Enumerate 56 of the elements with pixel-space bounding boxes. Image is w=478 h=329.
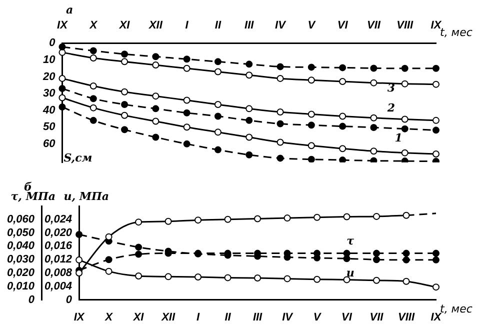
y-tick-label: 0,004	[44, 280, 72, 292]
annotation: u	[346, 266, 354, 280]
x-tick-label: V	[313, 311, 322, 324]
y2-tick-label: 0,060	[6, 213, 36, 226]
y-tick-label: 0,008	[44, 267, 73, 280]
x-tick-label: IV	[282, 311, 294, 324]
x-tick-label: VI	[337, 20, 349, 32]
y2-tick-label: 0,020	[6, 267, 36, 280]
x-tick-label: IX	[430, 20, 442, 32]
y2-tick-label: 0,040	[6, 240, 36, 252]
x-tick-label: VIII	[398, 311, 416, 324]
y2-tick-label: 0	[28, 294, 36, 306]
x-tick-label: II	[214, 20, 222, 32]
x-tick-label: VI	[342, 311, 353, 324]
y-tick-label: 10	[42, 54, 56, 66]
annotation: 2	[386, 102, 396, 115]
y-tick-label: 0,016	[44, 240, 73, 252]
y-tick-label: 0,020	[44, 226, 73, 239]
x-tick-label: IX	[74, 311, 85, 324]
y2-tick-label: 0,010	[6, 280, 36, 292]
y-tick-label: 0,024	[44, 213, 72, 226]
x-tick-label: II	[224, 311, 232, 324]
y2-tick-label: 0,030	[6, 254, 36, 266]
x-tick-label: X	[88, 20, 98, 32]
y-tick-label: 0	[66, 294, 73, 306]
chart-title: а	[66, 3, 74, 16]
x-tick-label: III	[252, 311, 264, 324]
y-tick-label: 40	[42, 104, 56, 116]
x-tick-label: VII	[366, 20, 382, 32]
x-tick-label: IX	[430, 311, 442, 324]
y-tick-label: 0,012	[44, 254, 72, 266]
y2-tick-label: 0,050	[6, 226, 36, 239]
x-tick-label: XII	[148, 20, 164, 32]
x-tick-label: VII	[370, 311, 384, 324]
x-tick-label: V	[308, 20, 317, 32]
x-tick-label: X	[104, 311, 114, 324]
y-tick-label: 30	[42, 88, 56, 100]
x-tick-label: I	[185, 20, 190, 32]
y-tick-label: 0	[49, 37, 56, 50]
y-tick-label: 20	[42, 70, 56, 83]
x-tick-label: IX	[57, 20, 68, 32]
x-tick-label: XII	[160, 311, 176, 324]
x-tick-label: III	[244, 20, 255, 32]
y-axis-title: u, МПа	[64, 190, 110, 203]
x-tick-label: VIII	[396, 20, 414, 32]
x-axis-title: t, мес	[440, 26, 472, 40]
x-tick-label: I	[196, 311, 201, 324]
x-axis-title: t, мес	[440, 302, 472, 316]
x-tick-label: XI	[132, 311, 145, 324]
y-tick-label: 50	[42, 121, 56, 134]
x-tick-label: XI	[118, 20, 131, 32]
y-axis-title: S,см	[64, 151, 92, 164]
annotation: 1	[394, 131, 402, 144]
y-tick-label: 60	[42, 138, 56, 150]
x-tick-label: IV	[275, 20, 288, 32]
annotation: τ	[346, 234, 355, 248]
